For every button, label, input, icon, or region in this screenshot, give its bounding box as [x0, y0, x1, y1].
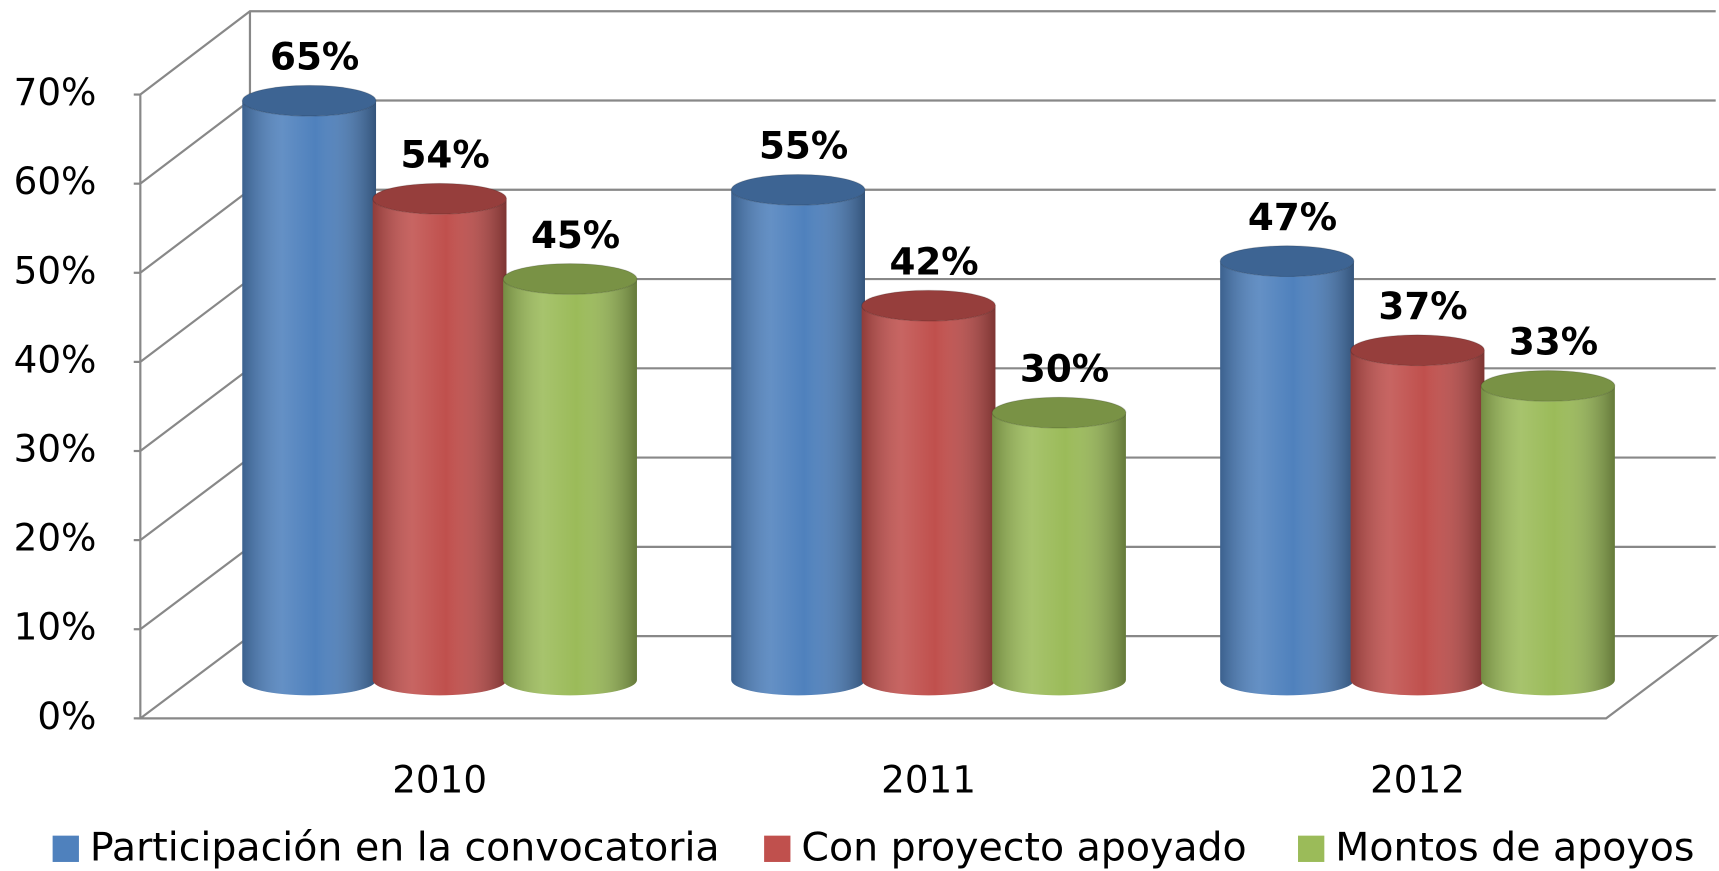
bar-top-shade [372, 183, 507, 215]
bar-shading [242, 100, 377, 696]
bar-shading [503, 278, 637, 696]
legend-label: Participación en la convocatoria [90, 824, 720, 870]
bar-top-shade [1481, 370, 1615, 402]
x-tick-label: 2012 [1370, 757, 1465, 801]
bar-top-shade [861, 290, 996, 322]
legend-swatch [52, 835, 79, 862]
bar-top [372, 182, 508, 215]
y-tick-label: 60% [14, 159, 97, 203]
bar-top [1219, 245, 1355, 278]
legend-label: Con proyecto apoyado [801, 824, 1246, 870]
bar-top-shade [503, 263, 637, 295]
y-tick-label: 10% [14, 605, 97, 649]
bar-top [1480, 370, 1616, 402]
bar-shading [1220, 261, 1354, 696]
bar-top [502, 263, 638, 295]
value-label: 37% [1378, 284, 1467, 328]
value-label: 30% [1020, 346, 1109, 390]
value-label: 33% [1509, 320, 1598, 364]
bar-top [861, 289, 996, 322]
legend: Participación en la convocatoria Con proy… [52, 824, 1694, 870]
legend-label: Montos de apoyos [1335, 824, 1694, 870]
labels: 0% 10% 20% 30% 40% 50% 60% 70% 2010 65% 54% 45% 2011… [14, 35, 1598, 802]
value-label: 55% [759, 124, 848, 168]
bar-top [1350, 334, 1485, 367]
bar-top-shade [242, 85, 377, 117]
legend-swatch [764, 835, 791, 862]
bars [241, 84, 1616, 696]
y-tick-label: 0% [37, 694, 96, 738]
bar-top-shade [1350, 334, 1485, 366]
y-tick-label: 40% [14, 337, 97, 381]
value-label: 45% [531, 213, 620, 257]
bar-shading [861, 305, 996, 696]
bar-top [241, 84, 377, 117]
bar-shading [731, 189, 865, 696]
y-tick-label: 70% [14, 70, 97, 114]
y-tick-label: 50% [14, 248, 97, 292]
bar-top-shade [992, 397, 1126, 428]
bar-shading [1481, 385, 1615, 696]
bar-shading [992, 412, 1126, 696]
bar-top [991, 396, 1127, 429]
value-label: 42% [889, 240, 978, 284]
bar-shading [1350, 350, 1485, 696]
grid-line [139, 99, 1716, 185]
floor [137, 635, 1719, 720]
value-label: 47% [1248, 195, 1337, 239]
grid-line [139, 10, 1716, 96]
value-label: 54% [400, 133, 489, 177]
y-tick-label: 20% [14, 516, 97, 560]
x-tick-label: 2010 [392, 757, 487, 801]
value-label: 65% [270, 35, 359, 79]
bar-top [730, 173, 866, 206]
y-tick-label: 30% [14, 427, 97, 471]
x-tick-label: 2011 [881, 757, 976, 801]
bar-top-shade [731, 174, 865, 206]
bar-top-shade [1220, 245, 1354, 277]
legend-swatch [1298, 835, 1325, 862]
bar-shading [372, 198, 507, 696]
